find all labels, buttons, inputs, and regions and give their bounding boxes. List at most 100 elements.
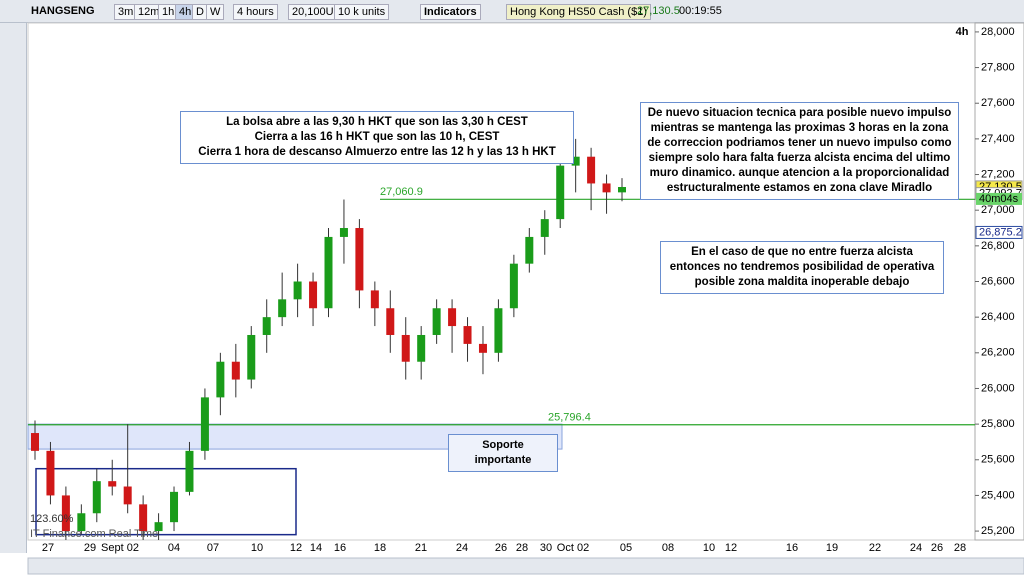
candle-body	[309, 281, 318, 309]
y-tick-label: 28,000	[981, 26, 1015, 38]
candle-body	[123, 486, 132, 505]
x-tick-label: 24	[456, 542, 468, 554]
x-tick-label: 16	[334, 542, 346, 554]
time: 00:19:55	[679, 5, 722, 17]
candle-body	[525, 236, 534, 264]
timeframe-button[interactable]: 4h	[175, 4, 196, 20]
x-tick-label: Oct 02	[557, 542, 589, 554]
x-tick-label: 12	[290, 542, 302, 554]
x-tick-label: 16	[786, 542, 798, 554]
candle-body	[370, 290, 379, 309]
x-tick-label: 04	[168, 542, 180, 554]
x-tick-label: 07	[207, 542, 219, 554]
x-tick-label: 12	[725, 542, 737, 554]
x-tick-label: 08	[662, 542, 674, 554]
y-tick-label: 27,000	[981, 204, 1015, 216]
candle-body	[602, 183, 611, 193]
timeframe-button[interactable]: W	[206, 4, 225, 20]
candle-body	[46, 450, 55, 496]
candle-body	[509, 263, 518, 309]
candle-body	[108, 481, 117, 487]
fib-label: 123.60%	[30, 513, 74, 525]
candle-body	[478, 343, 487, 353]
y-tick-label: 26,200	[981, 347, 1015, 359]
y-tick-label: 25,400	[981, 489, 1015, 501]
range-box	[35, 467, 297, 536]
candle-body	[170, 491, 179, 523]
size[interactable]: 20,100U	[288, 4, 338, 20]
candle-body	[618, 187, 626, 193]
x-tick-label: 10	[703, 542, 715, 554]
y-tick-label: 26,400	[981, 311, 1015, 323]
y-tick-label: 26,000	[981, 382, 1015, 394]
x-tick-label: 10	[251, 542, 263, 554]
candle-body	[77, 513, 86, 532]
price-tag	[975, 225, 1023, 239]
x-tick-label: 26	[495, 542, 507, 554]
candle-body	[216, 361, 225, 398]
timeframe-button[interactable]: 12m	[134, 4, 164, 20]
x-tick-label: 05	[620, 542, 632, 554]
timeframe-button[interactable]: 3m	[114, 4, 138, 20]
price: 27,130.5	[637, 5, 680, 17]
candle-body	[92, 481, 101, 514]
footer: IT Finance.com Real Time	[30, 528, 158, 540]
annotation: Soporte importante	[448, 434, 558, 472]
price-line-label: 27,060.9	[380, 186, 423, 198]
x-tick-label: 21	[415, 542, 427, 554]
timeframe: 4h	[956, 26, 969, 38]
candle-body	[417, 334, 426, 362]
candle-body	[463, 326, 472, 344]
candle-body	[185, 450, 194, 492]
units[interactable]: 10 k units	[334, 4, 390, 20]
candle-body	[31, 433, 39, 451]
instrument: Hong Kong HS50 Cash ($1)	[506, 4, 651, 20]
y-tick-label: 26,600	[981, 275, 1015, 287]
candle-body	[401, 334, 410, 362]
x-tick-label: 29	[84, 542, 96, 554]
x-tick-label: 30	[540, 542, 552, 554]
candle-body	[494, 308, 503, 353]
y-tick-label: 25,200	[981, 525, 1015, 537]
period[interactable]: 4 hours	[233, 4, 278, 20]
candle-body	[556, 165, 565, 220]
y-tick-label: 27,600	[981, 97, 1015, 109]
indicators[interactable]: Indicators	[420, 4, 481, 20]
candle-body	[200, 397, 209, 451]
candle-body	[231, 361, 240, 380]
candle-body	[587, 156, 596, 184]
x-tick-label: 14	[310, 542, 322, 554]
y-tick-label: 27,200	[981, 168, 1015, 180]
timeframe-button[interactable]: 1h	[158, 4, 179, 20]
candle-body	[448, 308, 457, 327]
candle-body	[247, 334, 256, 380]
candle-body	[324, 236, 333, 309]
candle-body	[540, 219, 549, 237]
candle-body	[386, 308, 395, 335]
y-tick-label: 25,600	[981, 454, 1015, 466]
price-line-label: 25,796.4	[548, 412, 591, 424]
candle-body	[139, 504, 148, 532]
drawing-tools	[0, 23, 27, 553]
symbol[interactable]: HANGSENG	[31, 5, 95, 17]
x-tick-label: 18	[374, 542, 386, 554]
x-tick-label: 28	[516, 542, 528, 554]
annotation: De nuevo situacion tecnica para posible …	[640, 102, 959, 200]
candle-body	[278, 299, 287, 318]
y-tick-label: 27,800	[981, 61, 1015, 73]
price-axis	[974, 22, 1024, 541]
candle-body	[339, 228, 348, 237]
candle-body	[355, 228, 364, 291]
toolbar: HANGSENG 3m 12m 1h 4h D W 4 hours 20,100U 10 …	[0, 0, 1024, 23]
x-tick-label: 27	[42, 542, 54, 554]
scrollbar	[27, 557, 1024, 575]
x-tick-label: 28	[954, 542, 966, 554]
candle-body	[432, 308, 441, 335]
candle-body	[154, 522, 163, 532]
candle-body	[262, 317, 271, 335]
y-tick-label: 26,800	[981, 240, 1015, 252]
candle-body	[293, 281, 302, 300]
price-tag-label: 26,875.2	[979, 226, 1022, 238]
x-tick-label: 26	[931, 542, 943, 554]
